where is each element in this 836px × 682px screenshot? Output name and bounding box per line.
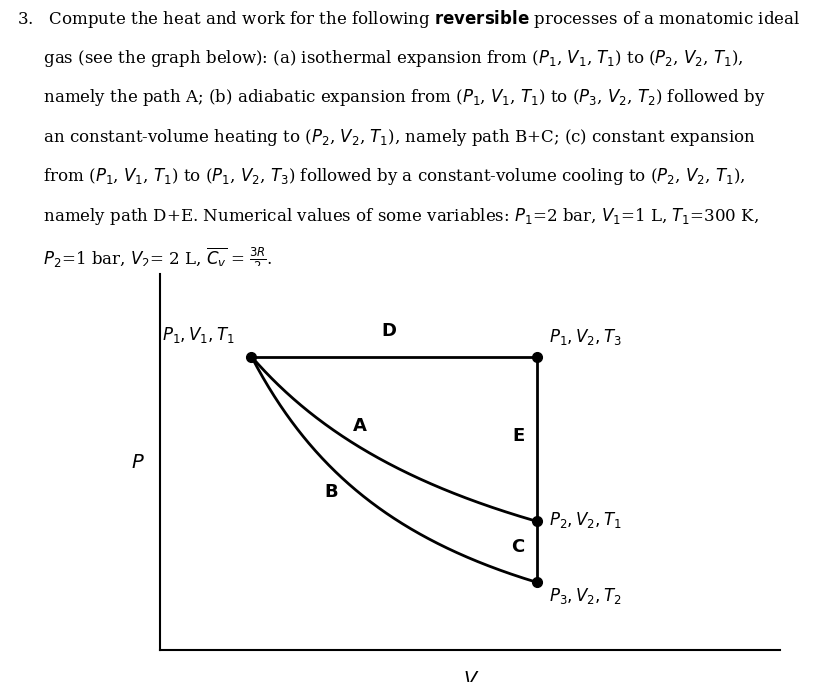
Text: an constant-volume heating to ($P_2$, $V_2$, $T_1$), namely path B+C; (c) consta: an constant-volume heating to ($P_2$, $V… xyxy=(17,127,756,148)
Text: from ($P_1$, $V_1$, $T_1$) to ($P_1$, $V_2$, $T_3$) followed by a constant-volum: from ($P_1$, $V_1$, $T_1$) to ($P_1$, $V… xyxy=(17,166,745,188)
Text: $P_1, V_1, T_1$: $P_1, V_1, T_1$ xyxy=(161,325,234,345)
Text: V: V xyxy=(463,670,477,682)
Text: 3.   Compute the heat and work for the following $\mathbf{reversible}$ processes: 3. Compute the heat and work for the fol… xyxy=(17,8,800,30)
Text: namely path D+E. Numerical values of some variables: $P_1$=2 bar, $V_1$=1 L, $T_: namely path D+E. Numerical values of som… xyxy=(17,206,759,227)
Text: $P_2, V_2, T_1$: $P_2, V_2, T_1$ xyxy=(548,510,621,530)
Text: gas (see the graph below): (a) isothermal expansion from ($P_1$, $V_1$, $T_1$) t: gas (see the graph below): (a) isotherma… xyxy=(17,48,743,69)
Text: $P_2$=1 bar, $V_2$= 2 L, $\overline{C_v}$ = $\frac{3R}{2}$.: $P_2$=1 bar, $V_2$= 2 L, $\overline{C_v}… xyxy=(17,246,273,273)
Text: B: B xyxy=(324,483,339,501)
Text: $P_1, V_2, T_3$: $P_1, V_2, T_3$ xyxy=(548,327,621,346)
Text: $P_3, V_2, T_2$: $P_3, V_2, T_2$ xyxy=(548,586,621,606)
Text: P: P xyxy=(131,453,143,472)
Text: A: A xyxy=(353,417,367,435)
Text: C: C xyxy=(511,538,524,556)
Text: E: E xyxy=(512,427,524,445)
Text: D: D xyxy=(381,322,396,340)
Text: namely the path A; (b) adiabatic expansion from ($P_1$, $V_1$, $T_1$) to ($P_3$,: namely the path A; (b) adiabatic expansi… xyxy=(17,87,765,108)
